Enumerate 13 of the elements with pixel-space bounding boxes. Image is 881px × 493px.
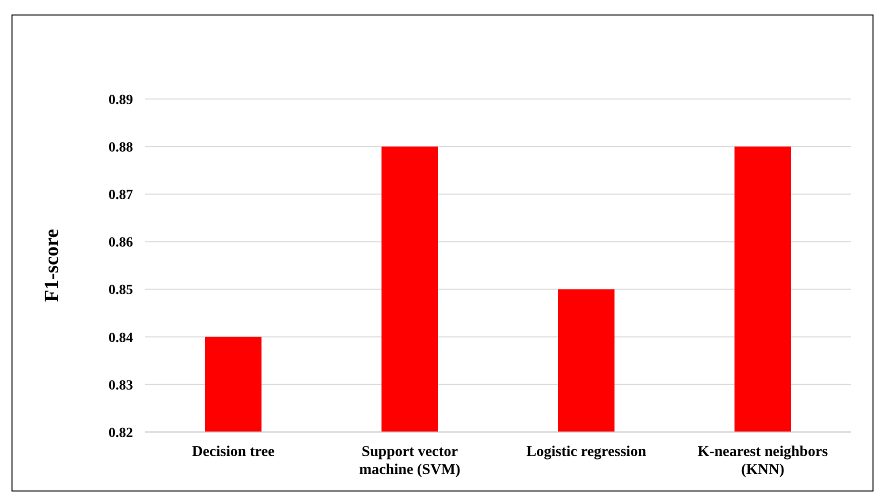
y-axis-title: F1-score <box>41 228 63 302</box>
x-tick-label: K-nearest neighbors (KNN) <box>698 444 828 478</box>
y-tick-label: 0.86 <box>108 236 133 251</box>
y-tick-label: 0.85 <box>108 283 133 298</box>
y-tick-label: 0.88 <box>108 140 133 156</box>
y-tick-label: 0.83 <box>108 378 133 394</box>
x-tick-label: Logistic regression <box>526 444 647 460</box>
x-tick-label: Support vector machine (SVM) <box>359 444 460 478</box>
x-tick-label: Decision tree <box>192 444 275 460</box>
y-tick-label: 0.89 <box>108 92 133 108</box>
y-tick-label: 0.84 <box>108 330 133 346</box>
y-tick-label: 0.82 <box>108 426 133 441</box>
y-tick-label: 0.87 <box>108 188 133 204</box>
